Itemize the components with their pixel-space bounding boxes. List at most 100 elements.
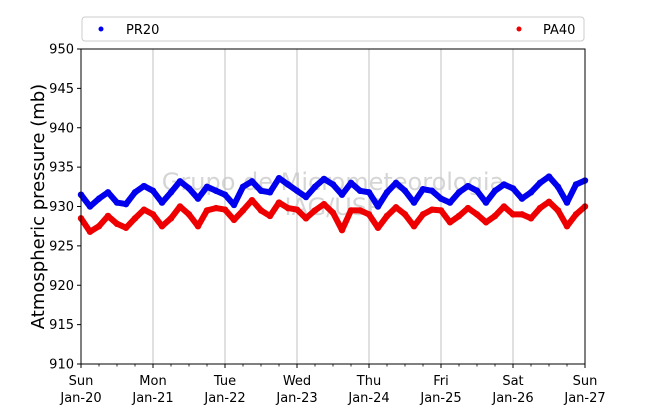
series-pr20-point — [131, 189, 139, 196]
series-pr20-point — [266, 189, 274, 196]
x-tick-date-6: Jan-26 — [491, 391, 533, 406]
series-pa40-point — [149, 211, 157, 218]
x-tick-day-6: Sat — [502, 374, 523, 389]
series-pa40-point — [482, 219, 490, 226]
series-pa40-point — [563, 222, 571, 230]
x-tick-day-5: Fri — [433, 374, 449, 389]
series-pr20-point — [158, 199, 166, 206]
series-pr20-point — [500, 181, 508, 188]
series-pr20-point — [140, 182, 148, 190]
series-pa40-point — [554, 207, 562, 214]
series-pa40-point — [248, 197, 256, 204]
series-pr20-point — [194, 195, 202, 202]
x-tick-date-5: Jan-25 — [419, 391, 461, 406]
series-pa40-point — [437, 207, 445, 214]
series-pr20-point — [113, 199, 121, 206]
series-pa40-point — [140, 206, 148, 213]
series-pr20-point — [293, 187, 301, 194]
series-pa40-point — [347, 207, 355, 214]
x-tick-date-3: Jan-23 — [275, 391, 317, 406]
series-pa40-point — [572, 211, 580, 218]
series-pa40-point — [194, 222, 202, 230]
series-pa40-point — [527, 215, 535, 222]
series-pr20-point — [185, 185, 193, 192]
series-pr20-point — [95, 195, 103, 202]
series-pr20-point — [347, 179, 355, 187]
series-pa40-point — [536, 204, 544, 212]
y-tick-label-920: 920 — [49, 279, 74, 294]
series-pa40-point — [212, 204, 220, 212]
series-pa40-point — [374, 224, 382, 231]
x-tick-day-7: Sun — [573, 374, 598, 389]
series-pr20-point — [392, 179, 400, 187]
series-pa40-point — [383, 212, 391, 220]
series-pr20-point — [491, 187, 499, 194]
y-axis: 910 915 920 925 930 935 940 945 950 — [49, 43, 81, 373]
series-pa40-point — [392, 204, 400, 211]
series-pr20-point — [230, 201, 238, 209]
series-pa40-point — [275, 199, 283, 206]
series-pa40-point — [239, 207, 247, 214]
series-pr20-point — [104, 189, 112, 196]
series-pa40-point — [410, 222, 418, 230]
series-pr20-point — [572, 181, 580, 188]
series-pr20-point — [257, 187, 265, 194]
y-tick-label-945: 945 — [49, 82, 74, 97]
series-pa40-point — [293, 206, 301, 213]
series-pa40-point — [302, 215, 310, 222]
series-pa40-point — [266, 212, 274, 220]
y-tick-label-930: 930 — [49, 200, 74, 215]
series-pa40-point — [131, 215, 139, 222]
series-pa40-point — [356, 207, 364, 214]
series-pr20-point — [284, 181, 292, 188]
y-tick-label-950: 950 — [49, 43, 74, 58]
series-pr20-point — [356, 187, 364, 194]
series-pr20-point — [509, 185, 517, 192]
series-pr20-point — [122, 200, 130, 208]
legend-marker-pa40 — [516, 26, 522, 32]
series-pr20-point — [527, 189, 535, 196]
series-pr20-point — [320, 175, 328, 183]
series-pr20-point — [518, 195, 526, 202]
series-pr20-point — [410, 199, 418, 206]
y-axis-label: Atmospheric pressure (mb) — [28, 84, 49, 329]
y-tick-label-935: 935 — [49, 161, 74, 176]
y-tick-label-940: 940 — [49, 121, 74, 136]
series-pa40-point — [230, 216, 238, 224]
series-pa40-point — [464, 204, 472, 212]
series-pa40-point — [320, 200, 328, 208]
series-pa40-point — [455, 212, 463, 220]
series-pr20-point — [248, 178, 256, 185]
series-pr20-point — [545, 173, 553, 180]
x-tick-date-1: Jan-21 — [131, 391, 173, 406]
series-pa40-point — [284, 204, 292, 212]
series-pa40-point — [95, 222, 103, 230]
series-pr20-point — [176, 178, 184, 185]
series-pa40-point — [86, 228, 94, 235]
series-pr20-point — [437, 195, 445, 202]
series-pr20-point — [338, 191, 346, 198]
series-pa40-point — [158, 222, 166, 230]
series-pr20-point — [86, 203, 94, 210]
series-pa40-point — [500, 203, 508, 210]
series-pr20-point — [167, 189, 175, 196]
series-pa40-point — [203, 207, 211, 214]
series-pa40-point — [401, 211, 409, 218]
legend-marker-pr20 — [98, 26, 104, 32]
series-pa40-point — [473, 211, 481, 218]
x-tick-day-3: Wed — [283, 374, 311, 389]
series-pr20-point — [239, 183, 247, 191]
series-pr20-point — [473, 187, 481, 194]
x-tick-day-2: Tue — [213, 374, 236, 389]
series-pa40-point — [419, 211, 427, 218]
series-pr20-point — [221, 191, 229, 198]
series-pa40-point — [221, 206, 229, 213]
series-pa40-point — [113, 220, 121, 228]
series-pa40-point — [365, 211, 373, 218]
series-pr20-point — [365, 189, 373, 196]
series-pr20-point — [401, 187, 409, 194]
series-pa40-point — [176, 203, 184, 210]
x-tick-day-0: Sun — [69, 374, 94, 389]
x-tick-date-2: Jan-22 — [203, 391, 245, 406]
